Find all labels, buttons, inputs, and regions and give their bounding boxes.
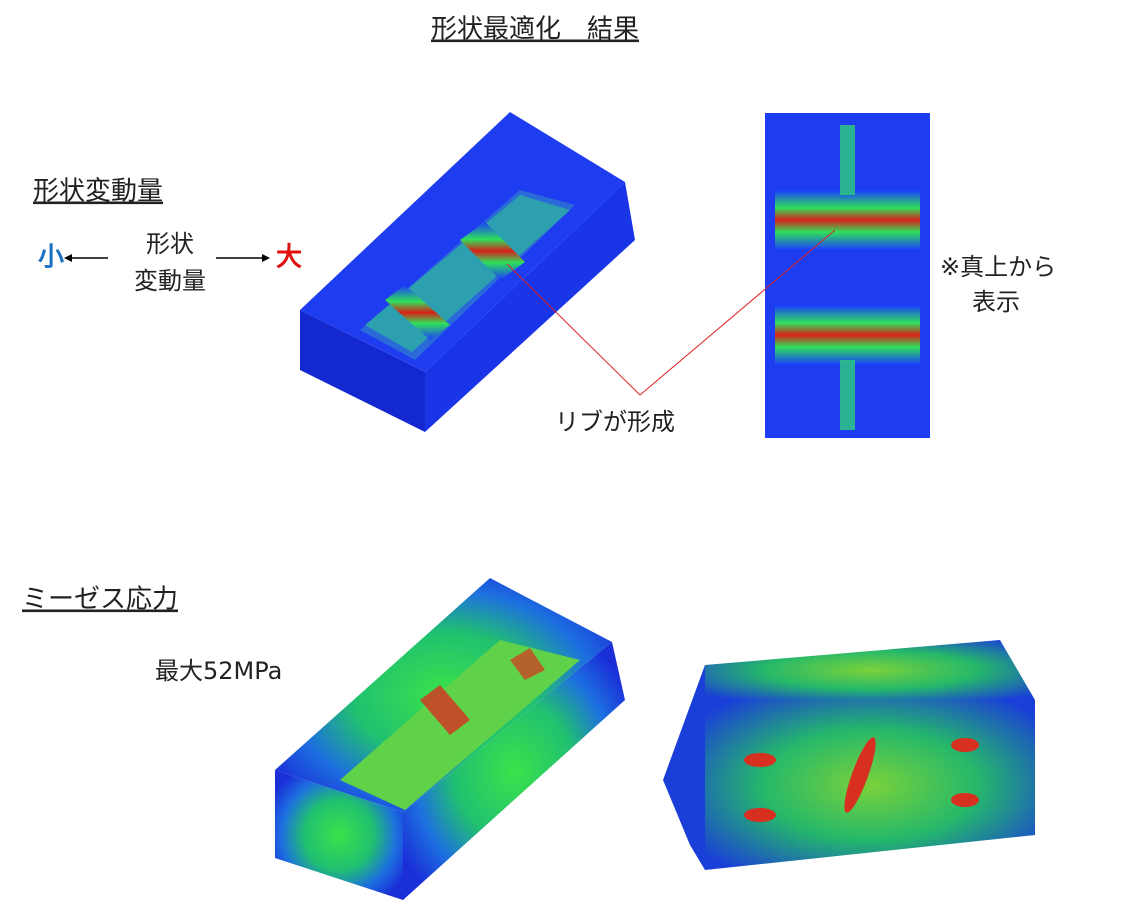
max-stress: 最大52MPa bbox=[155, 657, 282, 685]
arrow-head bbox=[64, 254, 72, 262]
legend-label: 形状 bbox=[146, 230, 194, 258]
section-heading: ミーゼス応力 bbox=[22, 585, 178, 615]
model-top-view bbox=[765, 113, 930, 438]
legend-max: 大 bbox=[276, 243, 302, 273]
annotation: 表示 bbox=[972, 288, 1020, 316]
model-isometric bbox=[300, 112, 635, 432]
annotation: リブが形成 bbox=[555, 408, 675, 436]
legend-label: 変動量 bbox=[134, 267, 206, 295]
annotation: ※真上から bbox=[940, 253, 1056, 281]
callout-line bbox=[639, 229, 836, 396]
section-heading: 形状変動量 bbox=[33, 177, 163, 207]
arrow-head bbox=[262, 254, 270, 262]
legend-min: 小 bbox=[38, 243, 64, 273]
stress-model-bottom bbox=[663, 640, 1035, 870]
title: 形状最適化 結果 bbox=[431, 15, 639, 45]
stress-model-isometric bbox=[275, 578, 625, 900]
callout-line bbox=[506, 263, 641, 396]
